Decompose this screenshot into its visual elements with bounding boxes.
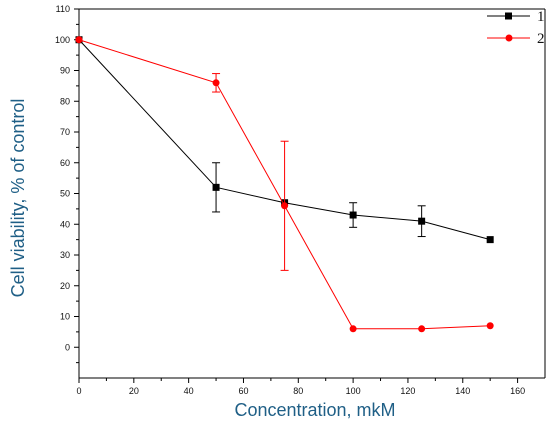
y-tick-label: 20 xyxy=(60,281,70,291)
y-ticks: 0 10 20 30 40 50 60 70 80 90 100 110 xyxy=(55,4,79,364)
data-point xyxy=(486,236,494,244)
y-tick-label: 110 xyxy=(56,4,70,14)
x-tick-label: 0 xyxy=(76,386,81,396)
y-axis-label: Cell viability, % of control xyxy=(8,99,28,298)
x-tick-label: 80 xyxy=(293,386,303,396)
legend-marker xyxy=(505,34,513,42)
legend-item-2: 2 xyxy=(487,31,545,47)
data-point xyxy=(281,202,289,210)
legend-label: 1 xyxy=(537,9,545,25)
data-point xyxy=(418,217,426,225)
data-point xyxy=(212,79,220,87)
legend: 12 xyxy=(487,9,545,47)
y-tick-label: 90 xyxy=(60,66,70,76)
legend-label: 2 xyxy=(537,31,545,47)
y-tick-label: 100 xyxy=(55,35,70,45)
data-point xyxy=(418,325,426,333)
series-2 xyxy=(75,36,494,333)
x-tick-label: 120 xyxy=(400,386,415,396)
series-line xyxy=(78,39,491,241)
data-point xyxy=(212,183,220,191)
series-line xyxy=(78,39,491,330)
x-ticks: 0 20 40 60 80 100 120 140 160 xyxy=(76,378,525,396)
data-point xyxy=(75,36,83,44)
x-tick-label: 140 xyxy=(455,386,470,396)
y-tick-label: 80 xyxy=(60,96,70,106)
x-tick-label: 60 xyxy=(238,386,248,396)
series-layer xyxy=(75,36,494,333)
legend-marker xyxy=(505,12,512,20)
x-tick-label: 20 xyxy=(129,386,139,396)
series-1 xyxy=(75,36,494,244)
x-tick-label: 40 xyxy=(184,386,194,396)
x-tick-label: 100 xyxy=(346,386,361,396)
legend-item-1: 1 xyxy=(487,9,545,25)
x-axis-label: Concentration, mkM xyxy=(234,400,395,420)
x-tick-label: 160 xyxy=(510,386,525,396)
y-tick-label: 60 xyxy=(60,158,70,168)
plot-area: 0 20 40 60 80 100 120 140 160 0 10 20 30 40 50 60 70 80 9… xyxy=(55,4,546,396)
y-tick-label: 30 xyxy=(60,250,70,260)
y-tick-label: 40 xyxy=(60,219,70,229)
data-point xyxy=(349,211,357,219)
data-point xyxy=(486,322,494,330)
y-tick-label: 10 xyxy=(60,312,70,322)
y-tick-label: 50 xyxy=(60,189,70,199)
y-tick-label: 0 xyxy=(65,342,70,352)
data-point xyxy=(349,325,357,333)
y-tick-label: 70 xyxy=(60,127,70,137)
